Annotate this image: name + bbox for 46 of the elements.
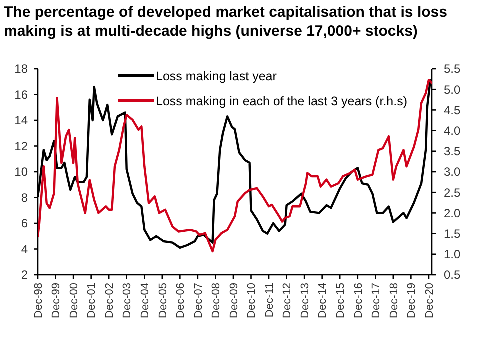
x-tick-label: Dec-01 — [86, 283, 98, 318]
x-tick-label: Dec-99 — [50, 283, 63, 318]
x-tick-label: Dec-11 — [264, 283, 276, 318]
y-tick-label: 12 — [14, 139, 28, 154]
y2-tick-label: 2.5 — [444, 186, 462, 200]
y-tick-label: 2 — [21, 268, 28, 282]
y-tick-label: 6 — [21, 216, 28, 231]
x-tick-label: Dec-07 — [192, 283, 205, 318]
x-tick-label: Dec-19 — [406, 283, 418, 318]
y2-tick-label: 4.0 — [444, 124, 462, 138]
x-tick-label: Dec-02 — [104, 283, 116, 318]
x-tick-label: Dec-04 — [140, 283, 152, 318]
y2-tick-label: 1.5 — [444, 227, 462, 241]
x-tick-label: Dec-09 — [228, 283, 240, 318]
y-tick-label: 14 — [14, 114, 28, 128]
x-tick-label: Dec-08 — [210, 283, 223, 318]
x-tick-label: Dec-14 — [317, 283, 330, 318]
y2-tick-label: 0.5 — [444, 268, 462, 282]
y2-tick-label: 2.0 — [444, 206, 462, 220]
x-tick-label: Dec-20 — [424, 283, 436, 318]
x-tick-label: Dec-17 — [370, 283, 383, 318]
x-tick-label: Dec-06 — [175, 283, 188, 318]
x-tick-label: Dec-10 — [246, 283, 258, 318]
y-tick-label: 8 — [21, 190, 28, 205]
legend-label: Loss making in each of the last 3 years (r.h.s) — [156, 94, 408, 108]
y2-tick-label: 3.5 — [444, 144, 462, 159]
y2-tick-label: 4.5 — [444, 103, 462, 118]
x-tick-label: Dec-18 — [388, 283, 400, 318]
x-tick-label: Dec-15 — [334, 283, 347, 318]
y2-tick-label: 5.5 — [444, 62, 462, 76]
x-tick-label: Dec-12 — [282, 283, 294, 318]
x-tick-label: Dec-05 — [157, 283, 170, 318]
x-tick-label: Dec-13 — [299, 283, 312, 318]
y2-tick-label: 5.0 — [444, 82, 462, 97]
x-tick-label: Dec-00 — [68, 283, 80, 318]
y-tick-label: 18 — [14, 62, 28, 76]
x-tick-label: Dec-16 — [352, 283, 365, 318]
y-tick-label: 10 — [14, 165, 28, 180]
x-tick-label: Dec-98 — [32, 283, 45, 318]
y-tick-label: 4 — [21, 242, 28, 256]
chart-title: The percentage of developed market capitalisation that is loss making is at multi-decade highs (universe 17,000+ stocks) — [4, 4, 448, 40]
y-tick-label: 16 — [14, 88, 28, 102]
y2-tick-label: 3.0 — [444, 165, 462, 180]
legend-label: Loss making last year — [156, 69, 277, 84]
y2-tick-label: 1.0 — [444, 248, 462, 262]
x-tick-label: Dec-03 — [122, 283, 134, 318]
